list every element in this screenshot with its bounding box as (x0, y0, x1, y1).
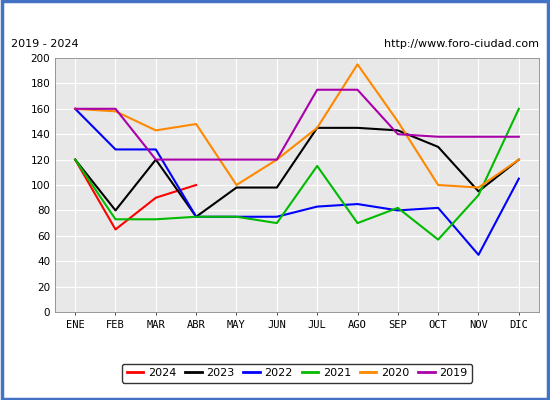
Legend: 2024, 2023, 2022, 2021, 2020, 2019: 2024, 2023, 2022, 2021, 2020, 2019 (122, 364, 472, 383)
Text: http://www.foro-ciudad.com: http://www.foro-ciudad.com (384, 39, 539, 49)
Text: Evolucion Nº Turistas Extranjeros en el municipio de Santa Eugènia de Berga: Evolucion Nº Turistas Extranjeros en el … (0, 10, 550, 24)
Text: 2019 - 2024: 2019 - 2024 (11, 39, 79, 49)
